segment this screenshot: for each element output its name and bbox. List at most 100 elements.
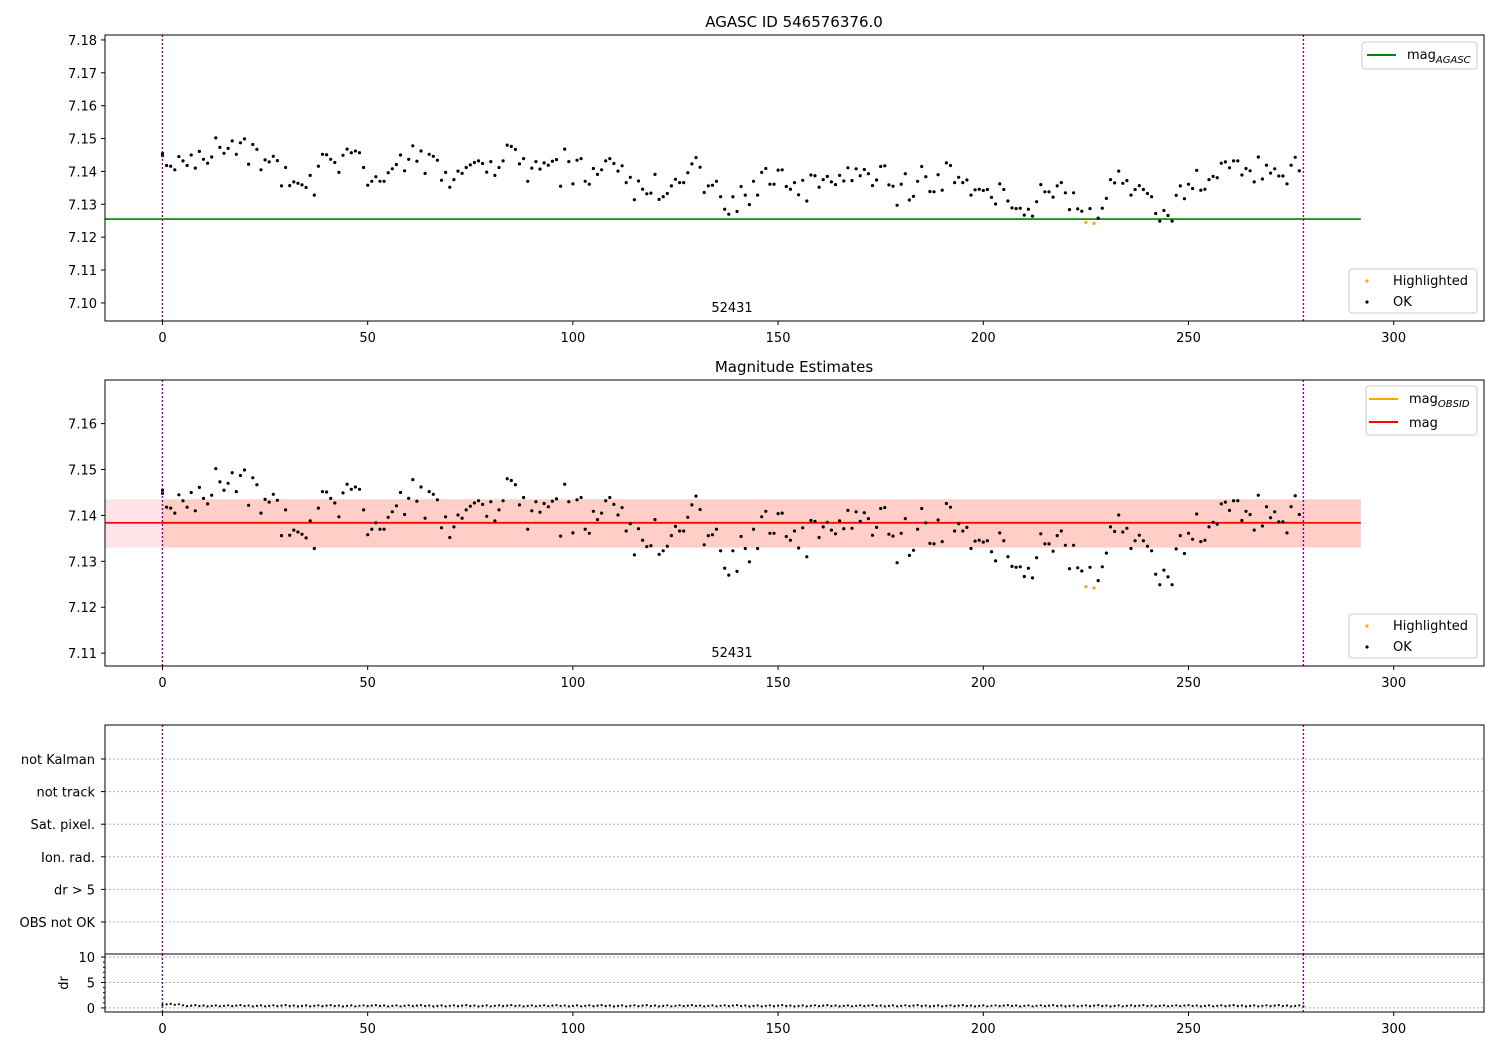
ok-point xyxy=(386,515,390,519)
ok-point xyxy=(481,502,485,506)
ok-point xyxy=(1150,195,1154,199)
dr-point xyxy=(797,1004,800,1008)
dr-point xyxy=(296,1005,299,1008)
dr-point xyxy=(543,1004,546,1007)
dr-point xyxy=(1199,1005,1202,1008)
ok-point xyxy=(887,183,891,187)
dr-point xyxy=(272,1004,275,1007)
ok-point xyxy=(517,503,522,507)
ok-point xyxy=(591,509,596,513)
dr-point xyxy=(1068,1004,1071,1008)
panel2-legend-bottom: Highlighted OK xyxy=(1348,613,1478,659)
ok-point xyxy=(583,179,587,183)
dr-point xyxy=(830,1004,833,1008)
ok-point xyxy=(439,178,444,182)
x-tick-label: 300 xyxy=(1381,1022,1406,1037)
dr-point xyxy=(974,1005,977,1008)
dr-point xyxy=(604,1004,607,1008)
dr-point xyxy=(653,1004,657,1007)
dr-point xyxy=(1088,1005,1092,1008)
ok-point xyxy=(731,549,735,553)
dr-point xyxy=(1158,1004,1161,1008)
dr-point xyxy=(621,1004,624,1007)
dr-point xyxy=(719,1004,722,1007)
dr-point xyxy=(686,1004,689,1007)
x-tick-label: 150 xyxy=(766,331,791,346)
dr-point xyxy=(629,1004,632,1007)
ok-point xyxy=(600,511,604,515)
ok-point xyxy=(431,492,435,496)
ok-point xyxy=(891,534,895,538)
ok-point xyxy=(193,509,197,513)
ok-point xyxy=(743,546,747,551)
ok-point xyxy=(829,180,834,184)
ok-point xyxy=(255,147,259,151)
ok-point xyxy=(366,183,370,187)
ok-point xyxy=(407,157,411,161)
ok-point xyxy=(632,553,637,557)
dr-point xyxy=(1220,1004,1223,1007)
ok-point xyxy=(259,168,263,172)
dr-point xyxy=(1142,1004,1145,1007)
ok-point xyxy=(559,184,563,188)
ok-point xyxy=(747,560,752,564)
ok-point xyxy=(1252,180,1256,184)
x-tick-label: 150 xyxy=(766,1022,791,1037)
ok-point xyxy=(965,178,969,182)
flag-label: Sat. pixel. xyxy=(31,818,95,833)
ok-point xyxy=(218,145,222,149)
ok-point xyxy=(698,165,702,169)
ok-point xyxy=(1174,193,1178,197)
ok-point xyxy=(1285,182,1289,186)
ok-point xyxy=(756,546,760,551)
dr-point xyxy=(1010,1004,1014,1008)
dr-point xyxy=(592,1005,595,1008)
ok-point xyxy=(415,499,419,503)
ok-point xyxy=(538,510,542,514)
y-tick-label: 7.12 xyxy=(68,601,97,616)
ok-point xyxy=(739,184,743,189)
ok-point xyxy=(1232,499,1236,503)
dr-point xyxy=(1207,1004,1211,1007)
ok-point xyxy=(435,158,439,162)
ok-point xyxy=(485,170,489,174)
ok-point xyxy=(842,527,846,531)
ok-point xyxy=(362,165,366,170)
ok-point xyxy=(1248,512,1252,517)
dr-point xyxy=(202,1004,205,1007)
ok-point xyxy=(825,520,829,524)
ok-point xyxy=(870,184,875,188)
ok-point xyxy=(493,173,497,177)
ok-point xyxy=(1264,505,1269,509)
dr-point xyxy=(682,1005,685,1008)
y-tick-label: 7.14 xyxy=(68,165,97,180)
ok-point xyxy=(173,168,177,172)
dr-point xyxy=(1002,1004,1005,1007)
ok-point xyxy=(1072,543,1076,547)
panel1-legend-top: magAGASC xyxy=(1361,41,1478,70)
ok-point xyxy=(850,179,854,183)
ok-point xyxy=(329,496,333,500)
ok-point xyxy=(727,212,731,216)
dr-point xyxy=(1019,1005,1022,1008)
legend-highlighted-2: Highlighted xyxy=(1393,619,1468,634)
ok-point xyxy=(936,173,940,177)
ok-point xyxy=(899,182,903,186)
ok-point xyxy=(1117,169,1121,173)
ok-point xyxy=(624,529,628,533)
dr-point xyxy=(481,1004,484,1008)
ok-point xyxy=(193,166,197,170)
dr-point xyxy=(813,1004,817,1007)
y-tick-label: 5 xyxy=(87,976,95,991)
ok-point xyxy=(325,490,329,494)
ok-point xyxy=(1129,193,1133,197)
ok-point xyxy=(710,533,715,537)
ok-point xyxy=(1158,219,1162,223)
ok-point xyxy=(1154,572,1158,576)
dr-point xyxy=(1179,1005,1182,1008)
ok-point xyxy=(641,187,645,191)
y-tick-label: 7.14 xyxy=(68,509,97,524)
y-tick-label: 7.16 xyxy=(68,418,97,433)
ok-point xyxy=(1067,567,1072,571)
ok-point xyxy=(1125,526,1129,530)
